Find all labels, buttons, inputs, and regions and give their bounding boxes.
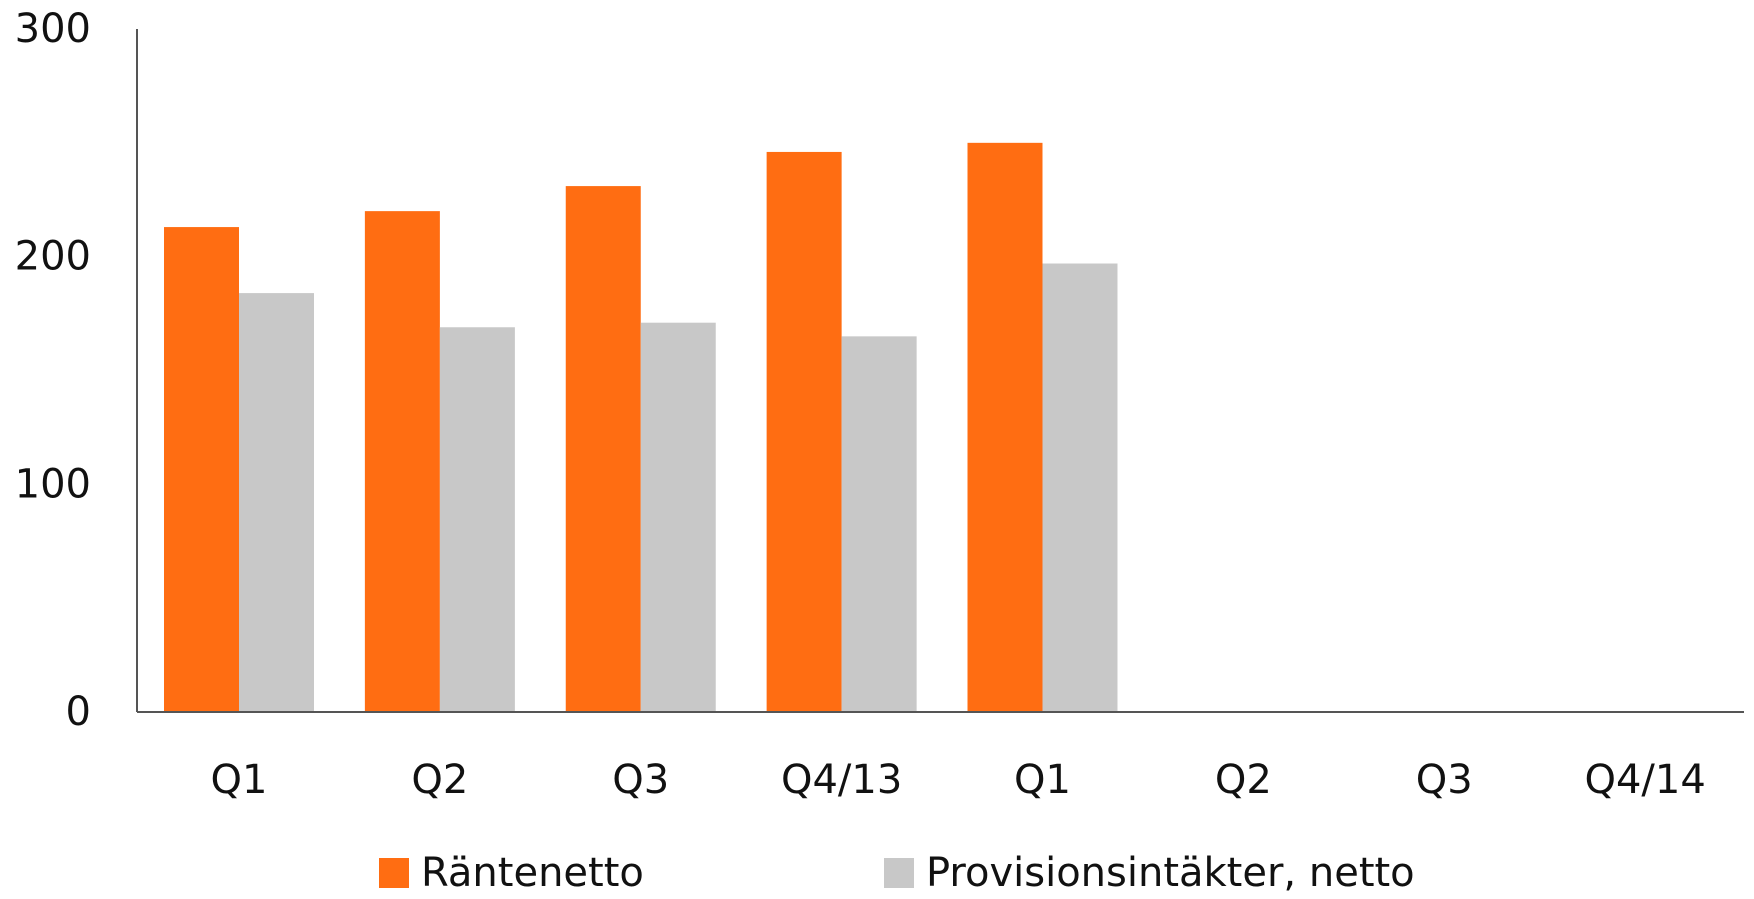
x-tick-label: Q4/14 xyxy=(1584,757,1705,803)
y-axis-ticks: 0 100 200 300 xyxy=(15,6,91,735)
bar-rantenetto-4 xyxy=(967,142,1043,713)
bar-provisionsintakter-0 xyxy=(239,293,314,712)
bar-rantenetto-3 xyxy=(766,151,842,712)
x-tick-label: Q3 xyxy=(1416,757,1473,803)
x-tick-label: Q2 xyxy=(1215,757,1272,803)
y-tick-label: 200 xyxy=(15,234,91,280)
x-axis-ticks: Q1 Q2 Q3 Q4/13 Q1 Q2 Q3 Q4/14 xyxy=(211,757,1706,803)
bar-provisionsintakter-1 xyxy=(439,327,515,712)
legend: Räntenetto Provisionsintäkter, netto xyxy=(379,850,1415,896)
y-tick-label: 300 xyxy=(15,6,91,52)
bars xyxy=(164,142,1118,713)
x-tick-label: Q3 xyxy=(612,757,669,803)
legend-label: Räntenetto xyxy=(421,850,644,896)
legend-swatch xyxy=(379,858,409,888)
bar-provisionsintakter-2 xyxy=(640,322,716,712)
x-tick-label: Q1 xyxy=(1014,757,1071,803)
x-tick-label: Q4/13 xyxy=(781,757,902,803)
bar-rantenetto-2 xyxy=(565,186,641,713)
y-tick-label: 100 xyxy=(15,461,91,507)
x-tick-label: Q2 xyxy=(411,757,468,803)
legend-swatch xyxy=(884,858,914,888)
y-tick-label: 0 xyxy=(66,689,91,735)
bar-provisionsintakter-3 xyxy=(841,336,917,712)
x-tick-label: Q1 xyxy=(211,757,268,803)
bar-rantenetto-1 xyxy=(364,211,440,712)
legend-label: Provisionsintäkter, netto xyxy=(926,850,1415,896)
bar-rantenetto-0 xyxy=(164,227,239,712)
bar-provisionsintakter-4 xyxy=(1042,263,1118,712)
